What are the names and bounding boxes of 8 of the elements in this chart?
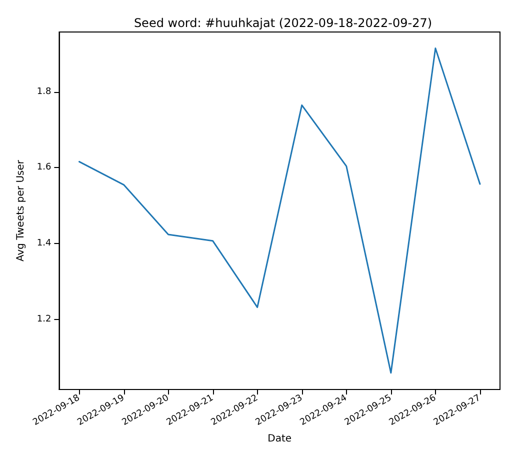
y-tick-label: 1.8 [36, 86, 52, 97]
y-axis-title: Avg Tweets per User [16, 159, 26, 262]
x-axis-title: Date [268, 434, 292, 444]
y-tick-label: 1.6 [36, 162, 52, 173]
line-series [78, 48, 481, 374]
y-tick-label: 1.2 [36, 314, 52, 324]
chart-title: Seed word: #huuhkajat (2022-09-18-2022-09-27) [134, 16, 432, 30]
y-tick-label: 1.4 [36, 238, 52, 249]
